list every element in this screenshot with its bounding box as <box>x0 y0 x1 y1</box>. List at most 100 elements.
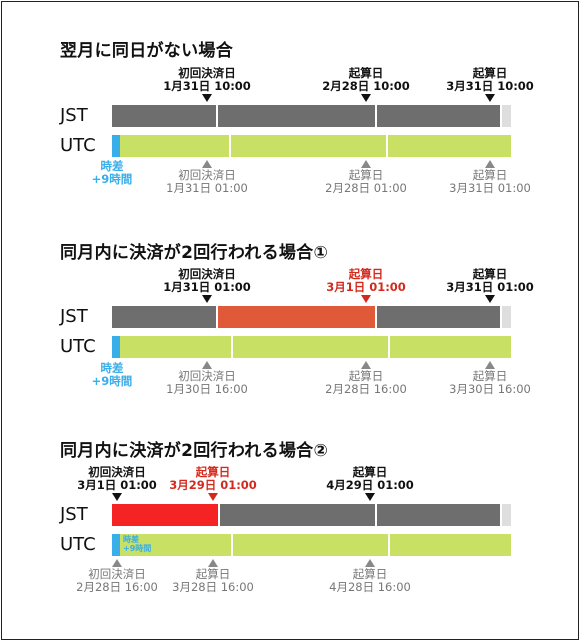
time-difference-label: 時差 +9時間 <box>123 535 152 553</box>
period-divider <box>375 306 377 328</box>
top-marker-anchor-date: 起算日 4月29日 01:00 <box>310 466 430 501</box>
marker-label: 起算日 <box>352 465 388 479</box>
marker-datetime: 3月1日 01:00 <box>77 478 157 492</box>
down-arrow-icon <box>202 94 212 102</box>
marker-datetime: 3月29日 01:00 <box>169 478 257 492</box>
down-arrow-icon <box>361 295 371 303</box>
period-divider <box>231 336 233 358</box>
section-title: 同月内に決済が2回行われる場合① <box>60 243 329 263</box>
double-payment-period-highlight <box>112 504 218 526</box>
marker-datetime: 2月28日 16:00 <box>325 382 407 396</box>
marker-datetime: 3月31日 10:00 <box>446 79 534 93</box>
section-title: 同月内に決済が2回行われる場合② <box>60 441 329 461</box>
up-arrow-icon <box>202 361 212 369</box>
marker-datetime: 4月29日 01:00 <box>326 478 414 492</box>
marker-label: 起算日 <box>472 267 508 281</box>
bottom-marker-anchor-date: 起算日 4月28日 16:00 <box>310 559 430 594</box>
marker-label: 初回決済日 <box>88 465 146 479</box>
top-marker-first-payment: 初回決済日 1月31日 10:00 <box>147 67 267 102</box>
marker-label: 初回決済日 <box>178 168 236 182</box>
period-divider <box>375 504 377 526</box>
marker-datetime: 3月1日 01:00 <box>326 280 406 294</box>
marker-label: 初回決済日 <box>178 369 236 383</box>
up-arrow-icon <box>365 559 375 567</box>
jst-label: JST <box>60 504 88 525</box>
jst-label: JST <box>60 306 88 327</box>
utc-label: UTC <box>60 135 96 156</box>
bottom-marker-first-payment: 初回決済日 1月30日 16:00 <box>147 361 267 396</box>
marker-label: 起算日 <box>348 369 384 383</box>
bottom-marker-anchor-date: 起算日 2月28日 16:00 <box>306 361 426 396</box>
period-divider <box>231 534 233 556</box>
top-marker-anchor-date-highlight: 起算日 3月29日 01:00 <box>153 466 273 501</box>
marker-label: 起算日 <box>472 168 508 182</box>
double-payment-period-highlight <box>218 306 375 328</box>
marker-datetime: 2月28日 10:00 <box>322 79 410 93</box>
top-marker-anchor-date-highlight: 起算日 3月1日 01:00 <box>306 268 426 303</box>
marker-label: 起算日 <box>195 567 231 581</box>
bottom-marker-anchor-date: 起算日 2月28日 01:00 <box>306 160 426 195</box>
time-difference-label: 時差 +9時間 <box>91 361 133 388</box>
marker-label: 起算日 <box>348 267 384 281</box>
down-arrow-icon <box>365 493 375 501</box>
utc-timeline-bar <box>120 135 511 157</box>
top-marker-first-payment: 初回決済日 1月31日 01:00 <box>147 268 267 303</box>
period-divider <box>388 336 390 358</box>
jst-timeline-bar <box>112 105 502 127</box>
period-divider <box>218 504 220 526</box>
time-offset-segment <box>112 135 120 157</box>
marker-datetime: 1月30日 16:00 <box>166 382 248 396</box>
up-arrow-icon <box>361 361 371 369</box>
period-divider <box>386 135 388 157</box>
period-divider <box>500 105 502 127</box>
down-arrow-icon <box>208 493 218 501</box>
top-marker-first-payment: 初回決済日 3月1日 01:00 <box>57 466 177 501</box>
jst-label: JST <box>60 105 88 126</box>
bottom-marker-anchor-date: 起算日 3月30日 16:00 <box>430 361 550 396</box>
time-offset-segment <box>112 534 120 556</box>
marker-datetime: 3月31日 01:00 <box>449 181 531 195</box>
utc-label: UTC <box>60 534 96 555</box>
up-arrow-icon <box>112 559 122 567</box>
marker-datetime: 1月31日 01:00 <box>163 280 251 294</box>
marker-datetime: 1月31日 10:00 <box>163 79 251 93</box>
timeline-bar-end <box>502 105 511 127</box>
marker-datetime: 3月28日 16:00 <box>172 580 254 594</box>
bottom-marker-first-payment: 初回決済日 2月28日 16:00 <box>57 559 177 594</box>
marker-label: 起算日 <box>352 567 388 581</box>
marker-label: 起算日 <box>195 465 231 479</box>
period-divider <box>229 135 231 157</box>
utc-timeline-bar <box>120 534 511 556</box>
marker-label: 起算日 <box>472 66 508 80</box>
bottom-marker-anchor-date: 起算日 3月28日 16:00 <box>153 559 273 594</box>
down-arrow-icon <box>485 94 495 102</box>
marker-datetime: 2月28日 16:00 <box>76 580 158 594</box>
marker-label: 初回決済日 <box>178 267 236 281</box>
down-arrow-icon <box>202 295 212 303</box>
down-arrow-icon <box>361 94 371 102</box>
marker-label: 起算日 <box>348 66 384 80</box>
period-divider <box>500 306 502 328</box>
timeline-bar-end <box>502 306 511 328</box>
marker-datetime: 1月31日 01:00 <box>166 181 248 195</box>
time-offset-segment <box>112 336 120 358</box>
top-marker-anchor-date: 起算日 2月28日 10:00 <box>306 67 426 102</box>
marker-datetime: 3月31日 01:00 <box>446 280 534 294</box>
period-divider <box>500 504 502 526</box>
bottom-marker-first-payment: 初回決済日 1月31日 01:00 <box>147 160 267 195</box>
period-divider <box>216 306 218 328</box>
down-arrow-icon <box>112 493 122 501</box>
marker-datetime: 2月28日 01:00 <box>325 181 407 195</box>
up-arrow-icon <box>208 559 218 567</box>
up-arrow-icon <box>485 160 495 168</box>
marker-datetime: 3月30日 16:00 <box>449 382 531 396</box>
up-arrow-icon <box>202 160 212 168</box>
period-divider <box>216 105 218 127</box>
marker-label: 初回決済日 <box>88 567 146 581</box>
down-arrow-icon <box>485 295 495 303</box>
top-marker-anchor-date: 起算日 3月31日 10:00 <box>430 67 550 102</box>
marker-datetime: 4月28日 16:00 <box>329 580 411 594</box>
bottom-marker-anchor-date: 起算日 3月31日 01:00 <box>430 160 550 195</box>
timeline-bar-end <box>502 504 511 526</box>
